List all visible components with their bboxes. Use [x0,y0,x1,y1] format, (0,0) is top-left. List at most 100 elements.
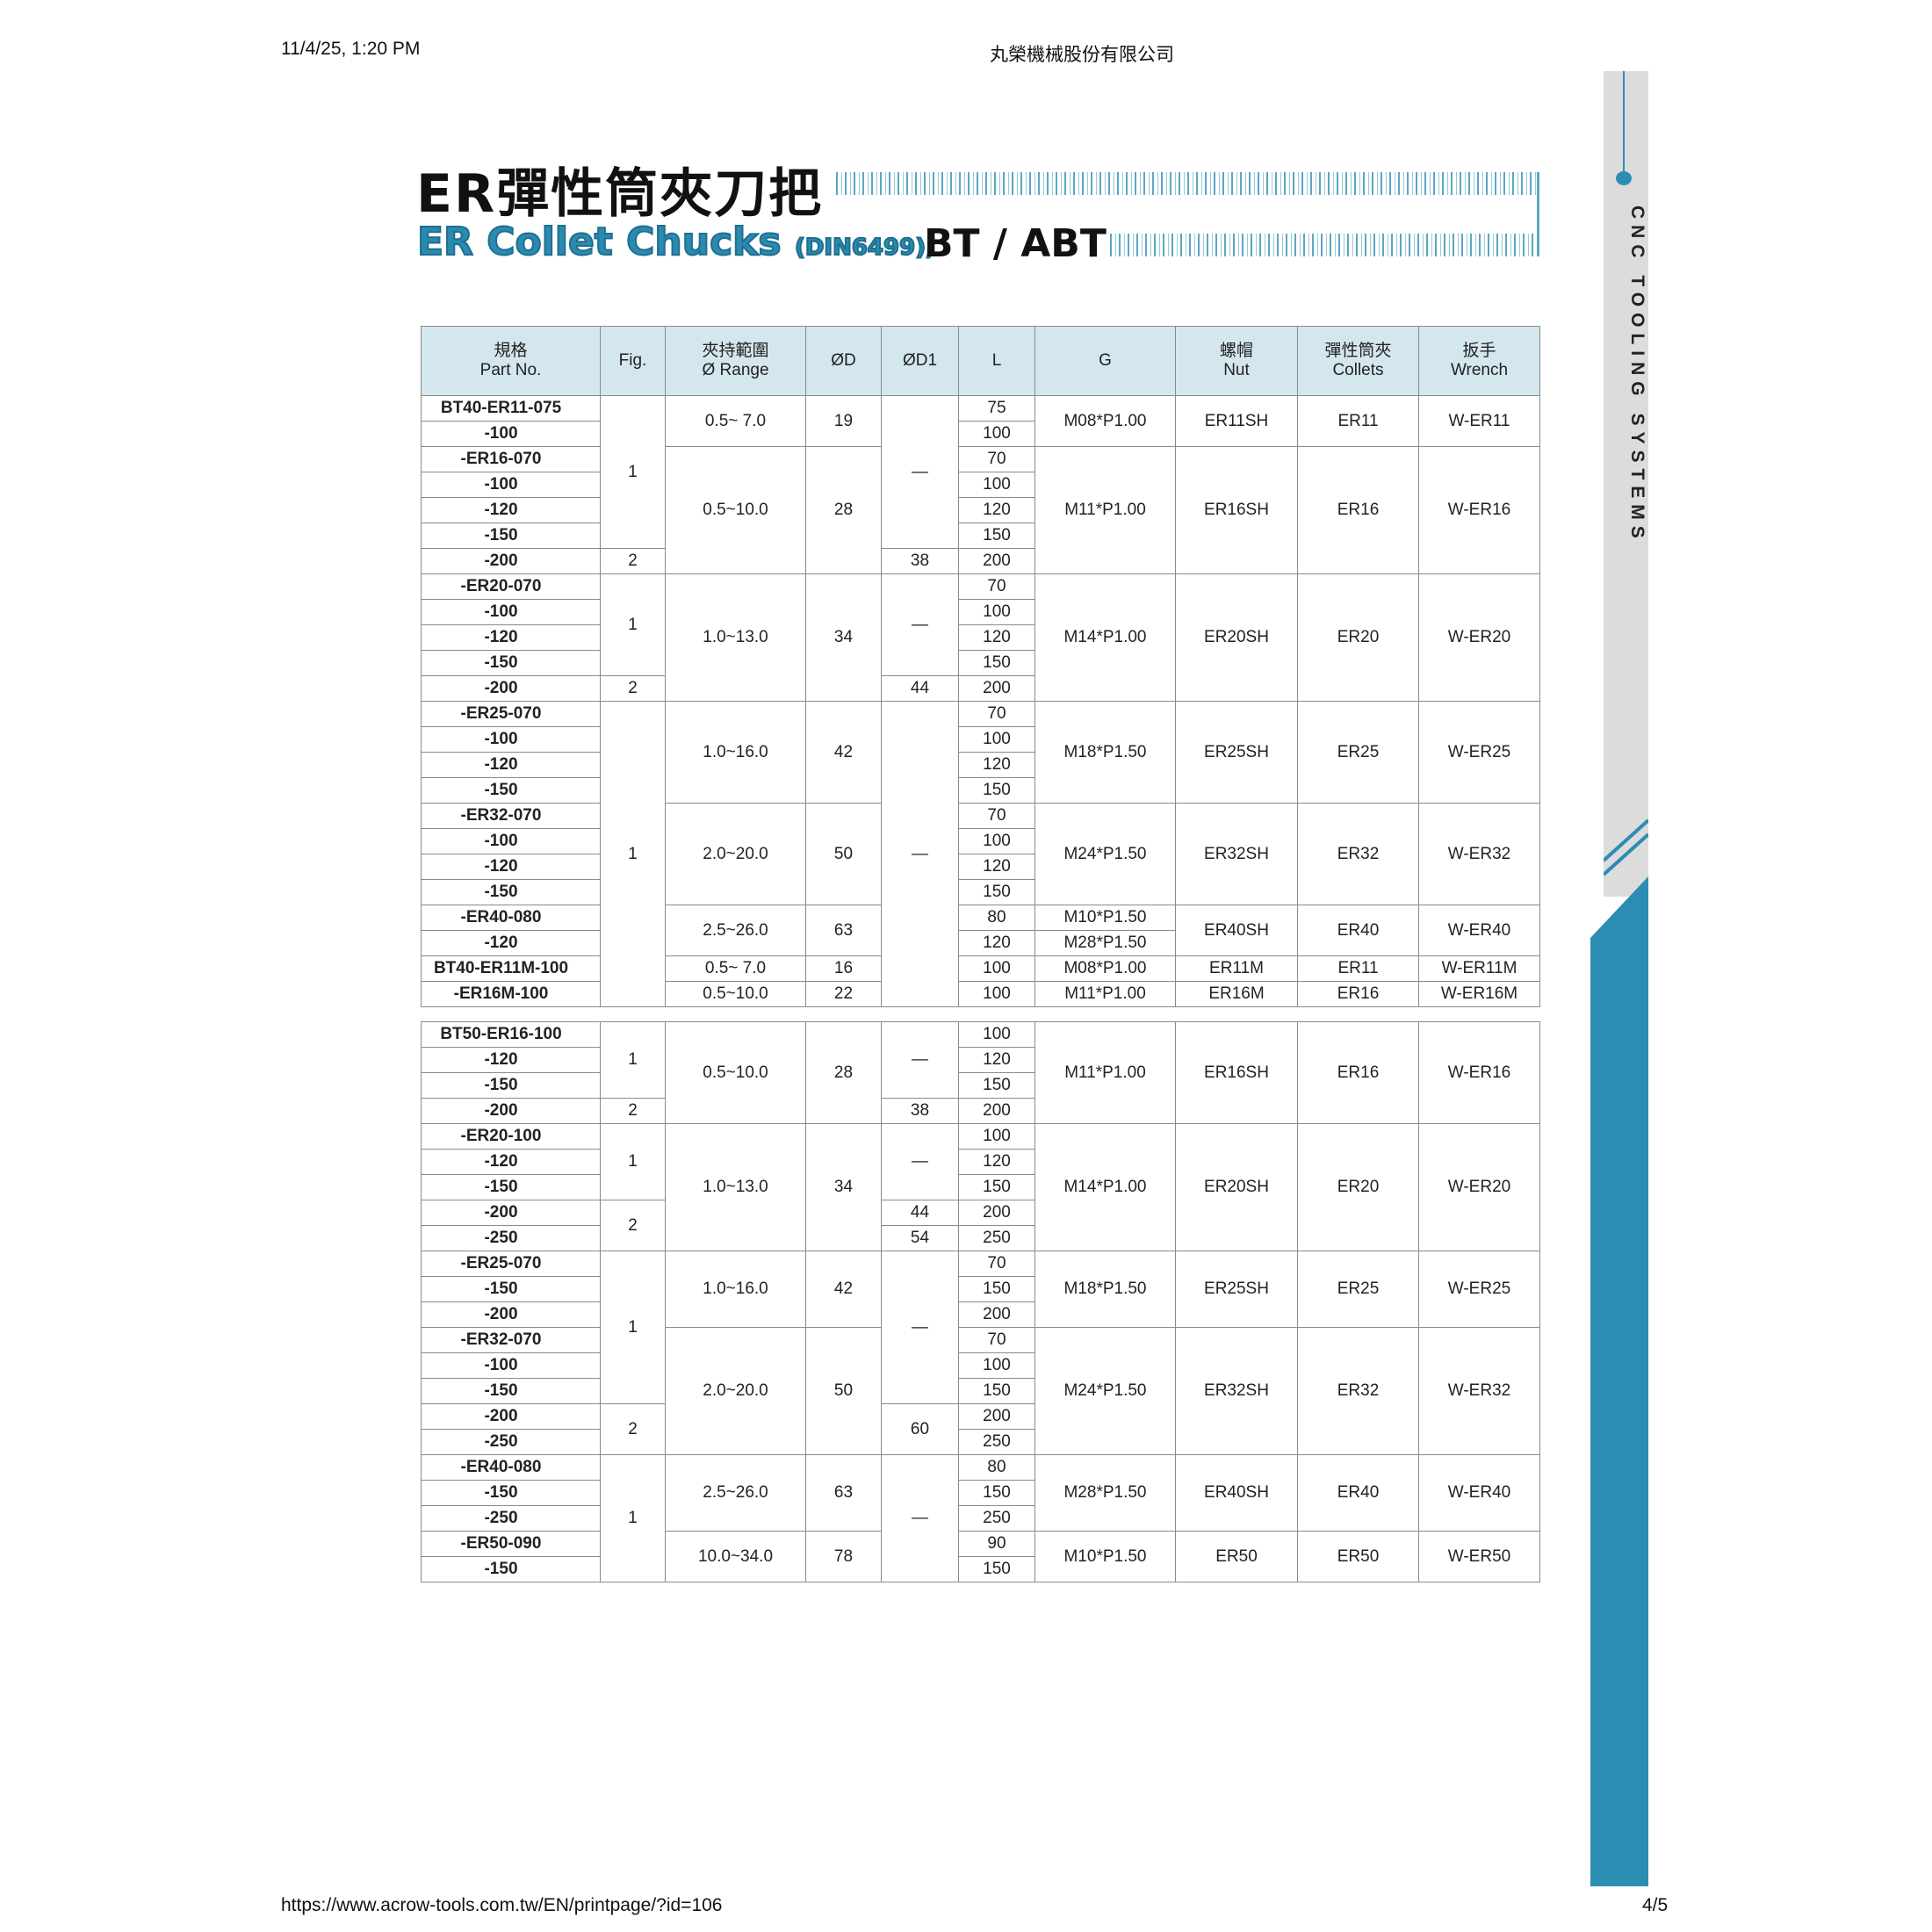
fig-cell: 1 [600,1123,666,1200]
sidebar-band [1604,71,1648,897]
part-no-cell: -200 [421,548,601,574]
title-en-note: (DIN6499), [794,234,935,262]
wrench-cell: W-ER16 [1418,446,1540,574]
thread-cell: M24*P1.50 [1034,803,1176,905]
range-cell: 1.0~16.0 [665,1251,806,1328]
part-no-cell: -150 [421,1072,601,1099]
table-row: -ER40-080 1 2.5~26.0 63—80 M28*P1.50 ER40SH ER… [421,1454,1540,1582]
table-row: -100 100 [421,828,1540,854]
range-cell: 0.5~10.0 [665,446,806,574]
table-row: -150 150 [421,777,1540,804]
part-no-cell: BT40-ER11-075 [421,395,601,422]
thread-cell: M14*P1.00 [1034,1123,1176,1251]
range-cell: 2.0~20.0 [665,803,806,905]
decorative-stripes-top [836,172,1539,195]
length-cell: 70 [958,701,1035,727]
range-cell: 1.0~13.0 [665,1123,806,1251]
wrench-cell: W-ER50 [1418,1531,1540,1582]
table-row: -100 100 [421,421,1540,447]
header-row: 規格 Part No. Fig. 夾持範圍 Ø Range ØD ØD1 L G 螺帽 Nut 彈性筒… [421,326,1540,396]
thread-cell: M10*P1.50 [1034,1531,1176,1582]
column-header-zh: 扳手 [1462,342,1496,360]
length-cell: 100 [958,472,1035,498]
table-row: -ER16-070 0.5~10.0 28 70 M11*P1.00 ER16SH ER16… [421,446,1540,574]
column-header-en: L [991,351,1002,370]
nut-cell: ER11SH [1175,395,1298,447]
table-row: BT50-ER16-100 1 0.5~10.0 28—100 M11*P1.00 ER1… [421,1021,1540,1124]
part-no-cell: -ER50-090 [421,1531,601,1557]
part-no-cell: -150 [421,650,601,676]
od-cell: 42 [805,1251,882,1328]
table-row: -120 120 [421,854,1540,880]
od1-cell: — [881,1123,959,1200]
decorative-vertical-line [1537,172,1539,256]
part-no-cell: -200 [421,1301,601,1328]
fig-cell: 1 [600,395,666,549]
fig-cell: 1 [600,1251,666,1404]
wrench-cell: W-ER11M [1418,955,1540,982]
od-cell: 50 [805,1327,882,1455]
od1-cell: 54 [881,1225,959,1251]
column-header-zh: 螺帽 [1219,342,1253,360]
part-no-cell: -ER16-070 [421,446,601,472]
thread-cell: M18*P1.50 [1034,701,1176,804]
print-page-title: 丸榮機械股份有限公司 [990,45,1174,65]
length-cell: 100 [958,1352,1035,1379]
column-header-en: Wrench [1450,361,1509,379]
collet-cell: ER32 [1297,1327,1419,1455]
table-row: -ER40-080 2.5~26.0 63 80 M10*P1.50 ER40SH ER40… [421,905,1540,956]
thread-cell: M14*P1.00 [1034,573,1176,702]
od-cell: 16 [805,955,882,982]
column-header: ØD [805,326,882,396]
od-cell: 50 [805,803,882,905]
column-header-en: G [1099,351,1112,370]
nut-cell: ER16M [1175,981,1298,1007]
table-row: -200 200 [421,1301,1540,1328]
nut-cell: ER40SH [1175,905,1298,956]
table-row: -ER16M-100 0.5~10.0 22 100 M11*P1.00 ER16M ER1… [421,981,1540,1007]
part-no-cell: -ER20-100 [421,1123,601,1150]
column-header-en: Ø Range [702,361,769,379]
column-header: ØD1 [881,326,959,396]
part-no-cell: -250 [421,1429,601,1455]
range-cell: 0.5~10.0 [665,981,806,1007]
fig-cell: 1 [600,1454,666,1582]
part-no-cell: -120 [421,1047,601,1073]
length-cell: 120 [958,752,1035,778]
length-cell: 75 [958,395,1035,422]
od-cell: 34 [805,1123,882,1251]
page-title-type: BT / ABT [924,221,1107,266]
table-row: -150 150 [421,1556,1540,1582]
od1-cell: — [881,573,959,676]
part-no-cell: -150 [421,777,601,804]
length-cell: 250 [958,1429,1035,1455]
table-row: -120 120 [421,497,1540,523]
spec-table-bt40: 規格 Part No. Fig. 夾持範圍 Ø Range ØD ØD1 L G 螺帽 Nut 彈性筒… [421,326,1540,1007]
print-page-number: 4/5 [1642,1895,1669,1915]
range-cell: 1.0~13.0 [665,573,806,702]
od-cell: 42 [805,701,882,804]
column-header-en: Nut [1223,361,1250,379]
collet-cell: ER11 [1297,955,1419,982]
length-cell: 200 [958,1301,1035,1328]
od-cell: 28 [805,1021,882,1124]
part-no-cell: -150 [421,1556,601,1582]
od1-cell: 38 [881,548,959,574]
part-no-cell: -120 [421,854,601,880]
thread-cell: M28*P1.50 [1034,1454,1176,1532]
collet-cell: ER16 [1297,1021,1419,1124]
column-header: 螺帽 Nut [1175,326,1298,396]
fig-cell: 2 [600,1200,666,1251]
od-cell: 78 [805,1531,882,1582]
length-cell: 200 [958,1403,1035,1430]
part-no-cell: -150 [421,1378,601,1404]
od1-cell: — [881,1251,959,1404]
nut-cell: ER50 [1175,1531,1298,1582]
part-no-cell: -200 [421,1200,601,1226]
wrench-cell: W-ER25 [1418,1251,1540,1328]
column-header: 規格 Part No. [421,326,601,396]
collet-cell: ER16 [1297,446,1419,574]
table-row: BT40-ER11-075 1 0.5~ 7.0 19—75 M08*P1.00 ER11… [421,395,1540,549]
length-cell: 120 [958,1047,1035,1073]
fig-cell: 1 [600,701,666,1007]
